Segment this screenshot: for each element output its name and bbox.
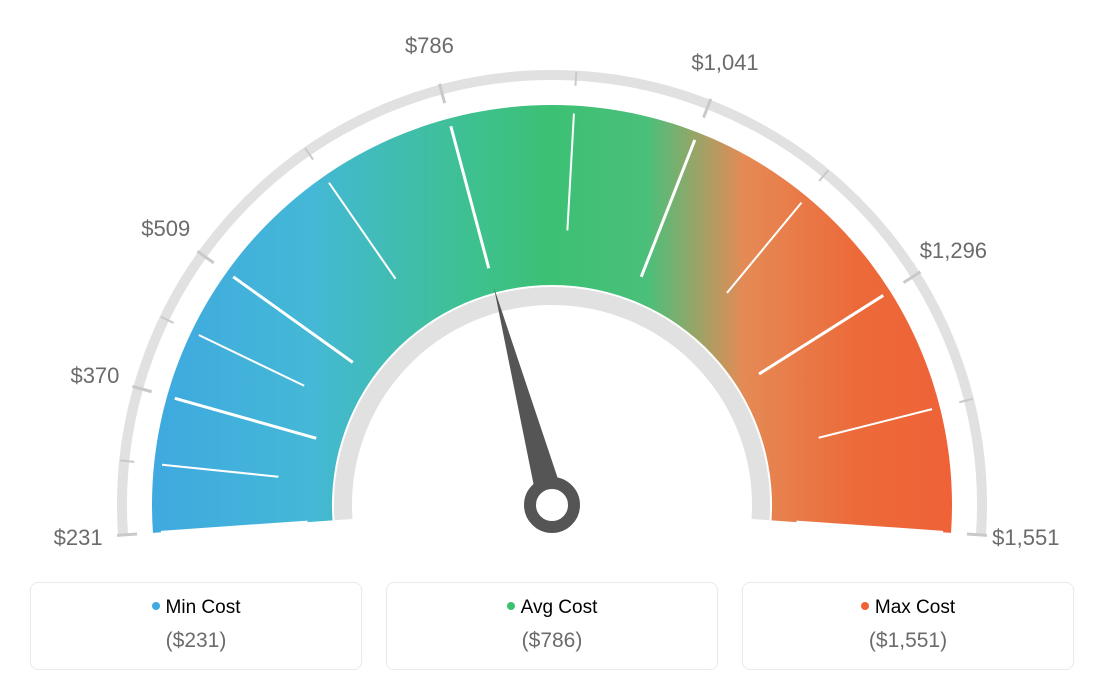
legend-title-min-text: Min Cost <box>166 597 241 618</box>
cost-gauge-widget: $231 $370 $509 $786 $1,041 $1,296 $1,551 Min C… <box>0 0 1104 690</box>
gauge-tick-label: $1,041 <box>691 50 758 76</box>
legend-card-avg: Avg Cost ($786) <box>386 582 718 670</box>
gauge-chart: $231 $370 $509 $786 $1,041 $1,296 $1,551 <box>0 0 1104 560</box>
gauge-svg <box>0 0 1104 560</box>
legend-row: Min Cost ($231) Avg Cost ($786) Max Cost… <box>30 582 1074 670</box>
gauge-tick-label: $1,551 <box>992 525 1059 551</box>
legend-card-min: Min Cost ($231) <box>30 582 362 670</box>
dot-icon <box>152 602 160 610</box>
legend-title-avg: Avg Cost <box>397 597 707 619</box>
gauge-tick-label: $786 <box>405 33 454 59</box>
legend-value-max: ($1,551) <box>753 629 1063 653</box>
dot-icon <box>861 602 869 610</box>
legend-value-min: ($231) <box>41 629 351 653</box>
legend-title-min: Min Cost <box>41 597 351 619</box>
legend-value-avg: ($786) <box>397 629 707 653</box>
dot-icon <box>507 602 515 610</box>
gauge-tick-label: $231 <box>54 525 103 551</box>
legend-title-max: Max Cost <box>753 597 1063 619</box>
legend-title-max-text: Max Cost <box>875 597 955 618</box>
legend-card-max: Max Cost ($1,551) <box>742 582 1074 670</box>
gauge-tick-label: $370 <box>70 363 119 389</box>
legend-title-avg-text: Avg Cost <box>521 597 598 618</box>
gauge-tick-label: $509 <box>141 216 190 242</box>
gauge-tick-label: $1,296 <box>920 238 987 264</box>
